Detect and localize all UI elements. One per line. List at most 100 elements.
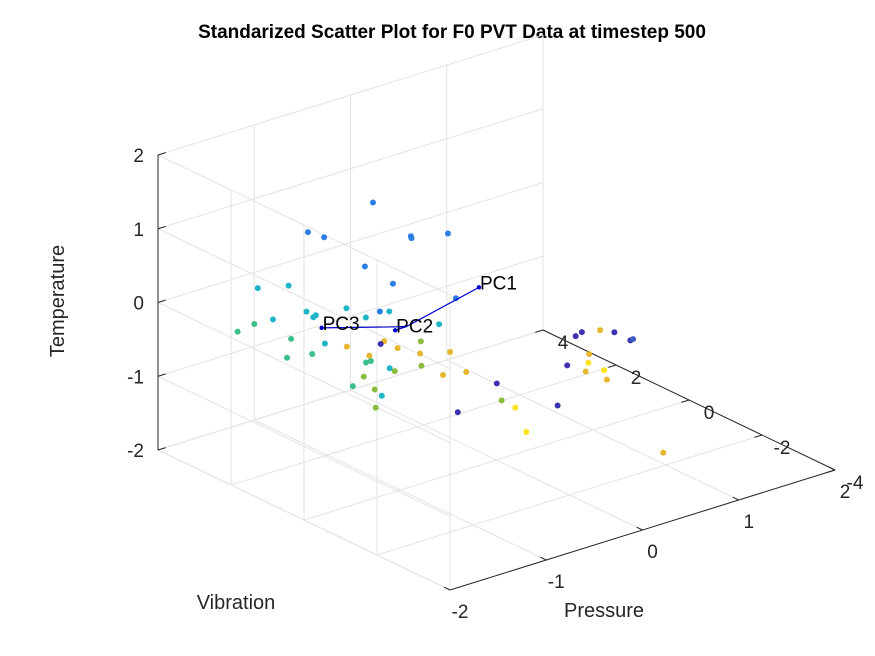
x-tick-label: 0 xyxy=(647,542,658,563)
data-point xyxy=(523,428,530,435)
z-tick-mark xyxy=(157,447,166,451)
data-point xyxy=(408,235,415,242)
y-axis-label: Vibration xyxy=(197,592,276,614)
pc1-vector xyxy=(405,286,480,328)
data-point xyxy=(285,282,292,289)
data-point xyxy=(310,314,317,321)
data-point xyxy=(418,362,425,369)
y-tick-mark xyxy=(535,329,544,333)
data-point xyxy=(372,404,379,411)
data-point xyxy=(376,308,383,315)
y-tick-label: 4 xyxy=(558,333,569,354)
x-tick-label: -2 xyxy=(452,602,469,623)
data-point xyxy=(254,285,261,292)
data-point xyxy=(447,348,454,355)
pc3-endpoint xyxy=(319,325,324,331)
data-point xyxy=(417,338,424,345)
data-point xyxy=(378,392,385,399)
z-tick-mark xyxy=(157,225,166,230)
data-point xyxy=(303,308,310,315)
back-wall-gridline-z xyxy=(157,255,544,377)
data-point xyxy=(361,263,368,270)
data-point xyxy=(321,234,328,241)
data-point xyxy=(578,329,585,336)
y-tick-label: -2 xyxy=(774,438,791,459)
z-tick-mark xyxy=(157,152,166,156)
x-tick-label: 1 xyxy=(743,512,754,533)
side-wall-gridline-z xyxy=(157,449,451,591)
z-axis-label: Temperature xyxy=(47,245,69,357)
chart-title: Standarized Scatter Plot for F0 PVT Data… xyxy=(198,22,706,43)
pc1-endpoint xyxy=(476,285,482,290)
data-point xyxy=(304,229,311,236)
x-tick-mark xyxy=(540,556,547,561)
z-tick-mark xyxy=(157,373,166,377)
y-tick-mark xyxy=(827,469,836,473)
x-tick-mark xyxy=(636,526,643,531)
data-point xyxy=(269,316,276,323)
floor-gridline-y xyxy=(303,399,690,521)
data-point xyxy=(601,367,608,374)
z-tick-mark xyxy=(157,299,166,303)
data-point xyxy=(630,336,637,343)
data-point xyxy=(452,295,459,302)
data-point xyxy=(343,343,350,350)
data-point xyxy=(417,350,424,357)
x-tick-mark xyxy=(732,496,739,501)
side-wall-gridline-z xyxy=(157,375,451,517)
pc3-label: PC3 xyxy=(323,314,360,335)
side-wall-gridline-z xyxy=(157,302,451,443)
data-point xyxy=(389,280,396,287)
data-point xyxy=(572,333,579,340)
data-point xyxy=(454,409,461,416)
data-points xyxy=(234,199,667,456)
data-point xyxy=(444,230,451,237)
floor-gridline-y xyxy=(376,434,763,556)
back-wall-gridline-z xyxy=(157,34,544,156)
data-point xyxy=(586,351,593,358)
x-tick-mark xyxy=(828,466,836,471)
data-point xyxy=(554,402,561,409)
x-tick-mark xyxy=(443,586,451,591)
back-wall-gridline-z xyxy=(157,108,544,230)
data-point xyxy=(597,327,604,334)
data-point xyxy=(386,308,393,315)
data-point xyxy=(498,397,505,404)
data-point xyxy=(512,404,519,411)
axis-layer xyxy=(157,152,836,591)
data-point xyxy=(251,320,258,327)
z-tick-label: 1 xyxy=(133,220,144,241)
data-point xyxy=(611,329,618,336)
x-tick-label: -1 xyxy=(548,572,565,593)
data-point xyxy=(585,359,592,366)
x-tick-label: 2 xyxy=(840,482,851,503)
pc1-label: PC1 xyxy=(480,273,517,294)
y-tick-label: -4 xyxy=(847,473,864,494)
y-tick-mark xyxy=(608,364,617,368)
pc2-endpoint xyxy=(392,328,398,333)
data-point xyxy=(564,362,571,369)
principal-components: PC1 PC2 PC3 xyxy=(319,273,517,337)
data-point xyxy=(309,351,316,358)
data-point xyxy=(362,314,369,321)
data-point xyxy=(493,380,500,387)
z-tick-label: 2 xyxy=(133,146,144,167)
data-point xyxy=(603,376,610,383)
data-point xyxy=(363,359,370,366)
z-tick-label: -2 xyxy=(127,441,144,462)
data-point xyxy=(386,365,393,372)
data-point xyxy=(349,383,356,390)
y-tick-mark xyxy=(754,434,763,438)
x-axis-label: Pressure xyxy=(564,600,644,622)
data-point xyxy=(463,368,470,375)
grid-layer xyxy=(157,34,836,591)
data-point xyxy=(234,328,241,335)
data-point xyxy=(391,368,398,375)
data-point xyxy=(440,372,446,379)
side-wall-gridline-z xyxy=(157,154,451,296)
data-point xyxy=(288,335,295,342)
pc3-vector xyxy=(321,326,407,329)
data-point xyxy=(284,354,291,361)
